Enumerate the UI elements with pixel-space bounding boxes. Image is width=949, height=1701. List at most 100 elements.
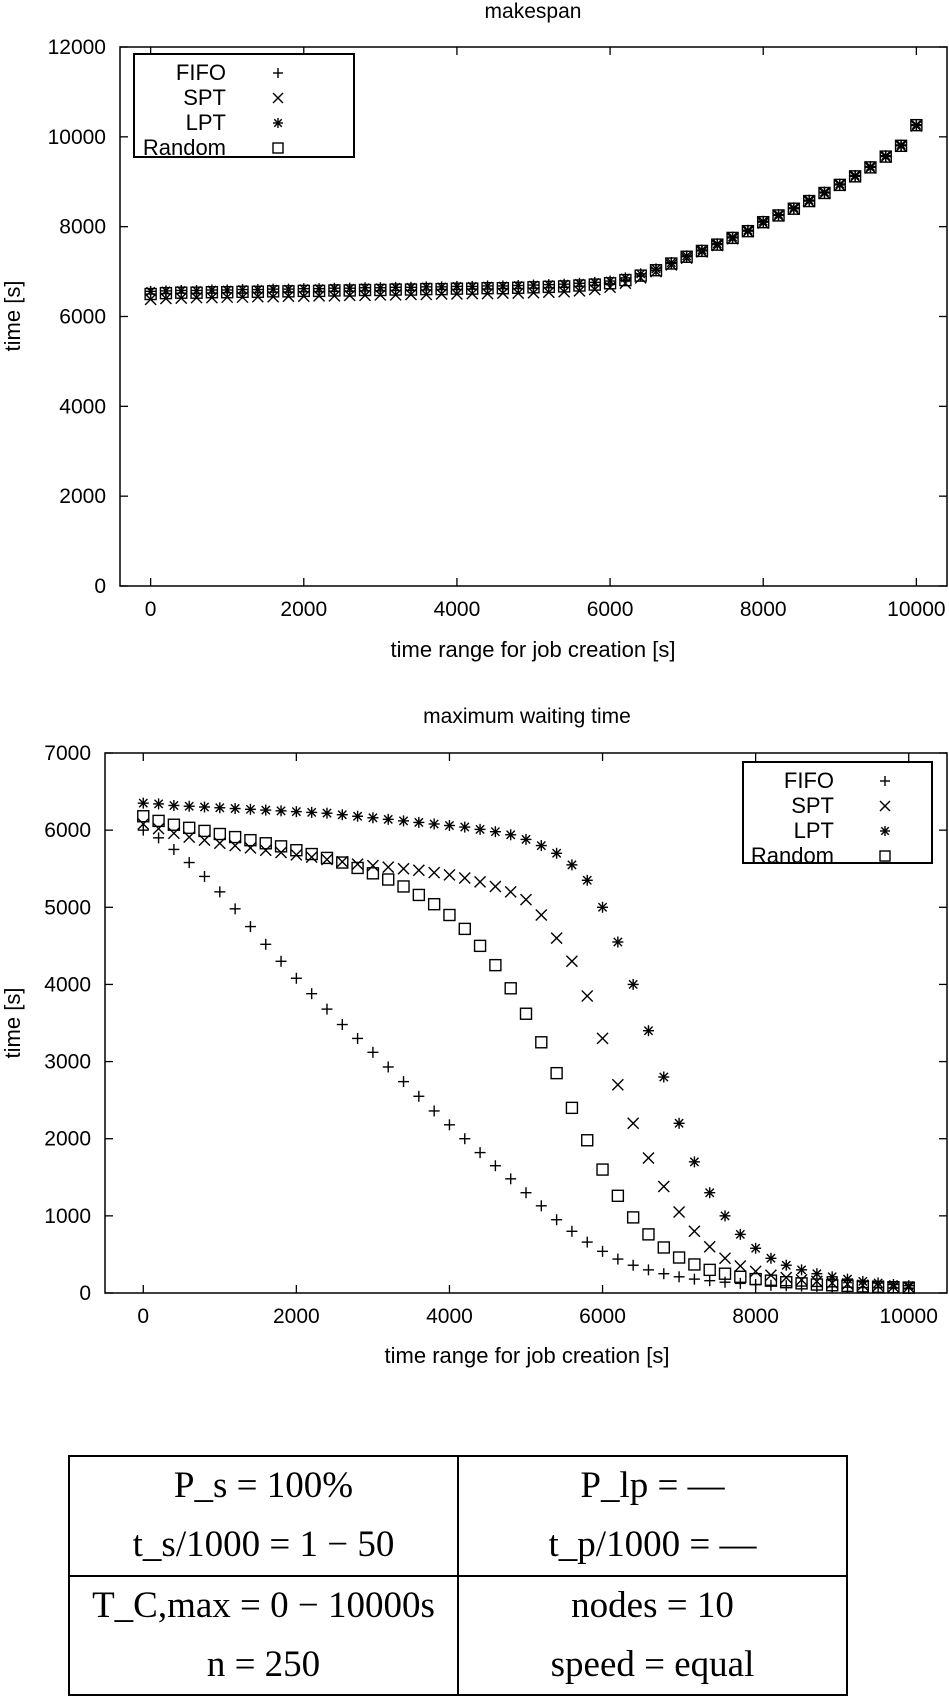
data-point <box>199 801 211 813</box>
data-point <box>260 938 272 950</box>
data-point <box>741 224 755 238</box>
legend-marker-fifo <box>273 68 283 78</box>
data-point <box>328 284 341 297</box>
data-point <box>581 874 593 886</box>
data-point <box>152 814 165 828</box>
legend-marker-lpt <box>880 826 890 836</box>
data-point <box>597 901 609 913</box>
data-point <box>551 1214 563 1226</box>
data-point <box>788 202 800 214</box>
data-point <box>459 821 471 833</box>
y-tick-label: 0 <box>79 1282 91 1305</box>
legend-marker-spt <box>272 92 284 104</box>
data-point <box>642 1264 654 1276</box>
legend-label-random: Random <box>751 843 834 868</box>
data-point <box>374 283 387 297</box>
x-tick-label: 8000 <box>740 598 787 621</box>
data-point <box>366 867 380 880</box>
series-lpt <box>137 797 915 1292</box>
data-point <box>834 178 846 190</box>
data-point <box>213 827 227 841</box>
y-tick-label: 8000 <box>59 216 106 239</box>
data-point <box>229 803 241 815</box>
data-point <box>413 1090 425 1102</box>
legend-label-fifo: FIFO <box>784 768 834 793</box>
chart-title: maximum waiting time <box>423 705 631 728</box>
x-tick-label: 4000 <box>434 598 481 621</box>
plot-frame <box>104 752 948 1294</box>
data-point <box>688 1273 700 1285</box>
data-point <box>734 1277 746 1289</box>
data-point <box>627 978 639 990</box>
data-point <box>872 1277 884 1289</box>
data-point <box>443 820 455 832</box>
data-point <box>404 283 418 296</box>
data-point <box>511 281 525 294</box>
x-tick-label: 2000 <box>280 598 327 621</box>
chart-1: makespan 0 2000 4000 6000 8000 10000 0 2000 4000 6… <box>0 0 948 662</box>
data-point <box>818 186 831 200</box>
data-point <box>704 1187 716 1199</box>
data-point <box>672 1251 686 1264</box>
data-point <box>190 286 203 299</box>
x-axis-label: time range for job creation [s] <box>385 1343 670 1368</box>
y-tick-label: 4000 <box>59 395 106 418</box>
data-point <box>688 1225 701 1238</box>
data-point <box>841 1273 853 1285</box>
data-point <box>229 839 242 852</box>
data-point <box>266 285 280 298</box>
data-point <box>757 215 769 227</box>
data-point <box>412 888 426 902</box>
data-point <box>290 844 303 857</box>
data-point <box>650 263 662 275</box>
data-point <box>199 870 211 882</box>
data-point <box>182 821 196 835</box>
data-point <box>642 1025 654 1037</box>
data-point <box>719 1252 732 1265</box>
data-point <box>221 286 234 299</box>
data-point <box>443 908 456 922</box>
y-axis-label: time [s] <box>0 988 25 1059</box>
data-point <box>673 1271 685 1283</box>
data-point <box>168 843 180 855</box>
data-point <box>680 250 693 263</box>
data-point <box>535 909 548 921</box>
data-point <box>236 285 249 298</box>
data-point <box>351 861 364 875</box>
data-point <box>657 1241 670 1254</box>
data-point <box>711 238 724 251</box>
legend-marker-spt <box>879 800 891 812</box>
data-point <box>742 224 754 236</box>
data-point <box>428 1105 440 1117</box>
data-point <box>711 238 723 250</box>
data-point <box>612 1253 624 1265</box>
data-point <box>382 861 395 874</box>
data-point <box>619 273 632 287</box>
data-point <box>474 1147 486 1159</box>
data-point <box>443 1119 455 1131</box>
data-point <box>658 1268 670 1280</box>
data-point <box>803 194 815 206</box>
data-point <box>244 921 256 933</box>
data-point <box>673 1206 686 1218</box>
data-point <box>367 812 379 824</box>
data-point <box>910 118 923 132</box>
data-point <box>780 1275 793 1289</box>
data-point <box>458 922 471 936</box>
data-point <box>214 802 226 814</box>
data-point <box>305 851 318 864</box>
data-point <box>734 1228 746 1240</box>
data-point <box>290 972 302 984</box>
x-tick-label: 6000 <box>587 598 634 621</box>
data-point <box>749 1265 762 1278</box>
data-point <box>535 1036 548 1049</box>
y-axis-label: time [s] <box>0 281 25 352</box>
data-point <box>649 264 663 277</box>
data-point <box>366 859 379 872</box>
data-point <box>382 1061 394 1073</box>
data-point <box>214 886 226 898</box>
data-point <box>420 282 433 296</box>
data-point <box>504 982 517 995</box>
y-tick-label: 10000 <box>48 126 106 149</box>
data-point <box>137 817 150 830</box>
